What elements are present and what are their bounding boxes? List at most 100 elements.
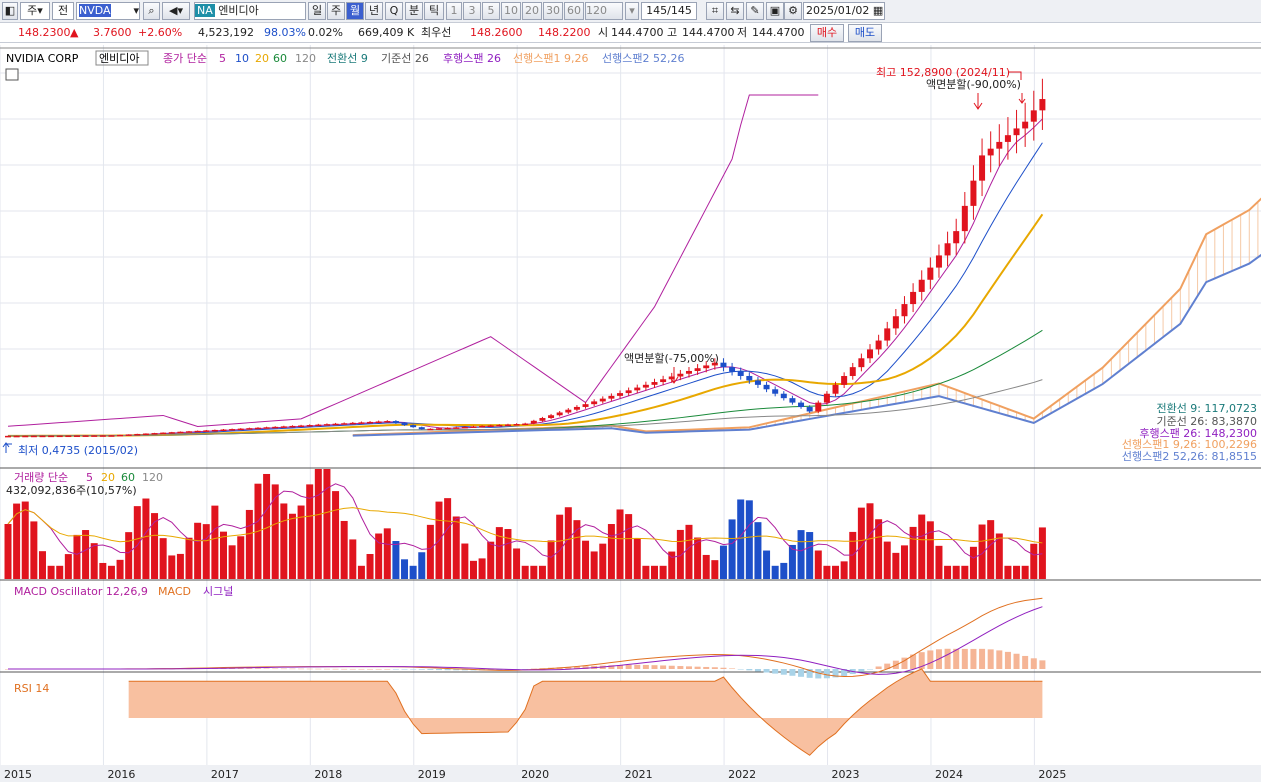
draw-icon[interactable]: ✎ [746, 2, 764, 20]
macd-osc-bar [625, 664, 632, 669]
macd-osc-bar [280, 668, 287, 670]
volume-bar [99, 562, 107, 579]
period-week[interactable]: 주 [327, 2, 345, 20]
candle [177, 431, 184, 434]
calendar-icon[interactable]: ▦ [872, 4, 884, 17]
q-button[interactable]: Q [385, 2, 403, 20]
candle [789, 398, 796, 403]
macd-osc-bar [798, 669, 805, 677]
interval-3[interactable]: 3 [463, 2, 481, 20]
volume-bar [763, 550, 771, 579]
volume-bar [444, 498, 452, 579]
volume-bars [4, 469, 1046, 579]
move-icon[interactable]: ⇆ [726, 2, 744, 20]
ticker-input[interactable]: NVDA ▾ [76, 2, 140, 20]
period-year[interactable]: 년 [365, 2, 383, 20]
volume-bar [1030, 543, 1038, 579]
interval-1[interactable]: 1 [446, 2, 462, 20]
candle [582, 404, 589, 407]
gear-icon[interactable]: ⚙ [784, 2, 802, 20]
period-day[interactable]: 일 [308, 2, 326, 20]
speaker-icon[interactable]: ◀▾ [162, 2, 190, 20]
candle [91, 435, 98, 437]
candle [194, 430, 201, 433]
macd-osc-bar [961, 648, 968, 669]
toolbar: ◧ 주▾ 전 NVDA ▾ ⌕ ◀▾ NA 엔비디아 일 주 월 년 Q 분 틱 … [0, 0, 1261, 23]
macd-osc-bar [1013, 653, 1020, 669]
macd-osc-bar [617, 665, 624, 669]
split-annotation-1: 액면분할(-75,00%) [624, 352, 719, 365]
macd-osc-bar [867, 669, 873, 670]
interval-dropdown[interactable]: ▾ [625, 2, 639, 20]
macd-osc-bar [927, 650, 934, 669]
volume-bar [625, 514, 633, 579]
buy-button[interactable]: 매수 [810, 24, 844, 42]
ma-label: 종가 단순 [163, 52, 207, 65]
candle [1013, 128, 1020, 136]
interval-10[interactable]: 10 [501, 2, 521, 20]
interval-30[interactable]: 30 [543, 2, 563, 20]
macd-osc-bar [229, 668, 236, 669]
macd-osc-bar [858, 669, 865, 672]
crosshair-icon[interactable]: ⌗ [706, 2, 724, 20]
macd-osc-bar [573, 666, 580, 669]
low-price: 144.4700 [752, 26, 805, 39]
candle [1030, 110, 1037, 122]
candle [306, 425, 313, 427]
candle [418, 427, 425, 430]
macd-osc-bar [910, 654, 917, 669]
candle [237, 428, 244, 431]
candle [961, 205, 968, 232]
macd-osc-bar [522, 669, 529, 670]
interval-5[interactable]: 5 [482, 2, 500, 20]
interval-120[interactable]: 120 [585, 2, 623, 20]
volume-bar [952, 565, 960, 579]
candle [780, 393, 787, 399]
stock-chart[interactable]: 2015 2016 2017 2018 2019 2020 2021 2022 2023 2024… [0, 45, 1261, 782]
macd-osc-bar [1039, 660, 1046, 669]
volume-bar [797, 530, 805, 579]
span2-legend: 선행스팬2 52,26 [602, 52, 684, 65]
span1-line [352, 197, 1261, 437]
sell-button[interactable]: 매도 [848, 24, 882, 42]
vol-ma5-legend: 5 [86, 471, 93, 484]
market-select[interactable]: 주▾ [20, 2, 50, 20]
bid-price: 148.2200 [538, 26, 591, 39]
minute-button[interactable]: 분 [405, 2, 423, 20]
period-month[interactable]: 월 [346, 2, 364, 20]
interval-60[interactable]: 60 [564, 2, 584, 20]
candle [1039, 99, 1046, 111]
volume-bar [754, 522, 762, 579]
macd-osc-bar [582, 666, 589, 669]
menu-icon[interactable]: ◧ [2, 2, 18, 20]
macd-osc-bar [711, 667, 718, 669]
stock-name: 엔비디아 [218, 4, 259, 17]
macd-osc-bar [660, 665, 667, 669]
stock-name-field[interactable]: NA 엔비디아 [194, 2, 306, 20]
candle [823, 393, 830, 403]
count-field[interactable]: 145/145 [641, 2, 697, 20]
tick-button[interactable]: 틱 [424, 2, 444, 20]
macd-osc-label: MACD Oscillator 12,26,9 [14, 585, 148, 598]
macd-osc-bar [979, 648, 986, 669]
macd-osc-bar [410, 669, 417, 670]
volume-bar [228, 545, 236, 579]
save-icon[interactable]: ▣ [766, 2, 784, 20]
macd-osc-bar [642, 664, 649, 669]
macd-osc-bar [332, 668, 339, 670]
prev-select[interactable]: 전 [52, 2, 74, 20]
search-icon[interactable]: ⌕ [143, 2, 160, 20]
table-icon[interactable] [5, 68, 19, 81]
open-price: 144.4700 [611, 26, 664, 39]
volume-bar [332, 491, 340, 579]
date-value: 2025/01/02 [806, 4, 870, 17]
candle [651, 382, 658, 385]
interval-20[interactable]: 20 [522, 2, 542, 20]
date-field[interactable]: 2025/01/02 ▦ [803, 2, 885, 20]
volume-bar [168, 555, 176, 579]
candle [591, 401, 598, 405]
volume-bar [392, 541, 400, 579]
candle [841, 376, 848, 385]
macd-osc-bar [367, 668, 374, 670]
volume-bar [702, 554, 710, 579]
